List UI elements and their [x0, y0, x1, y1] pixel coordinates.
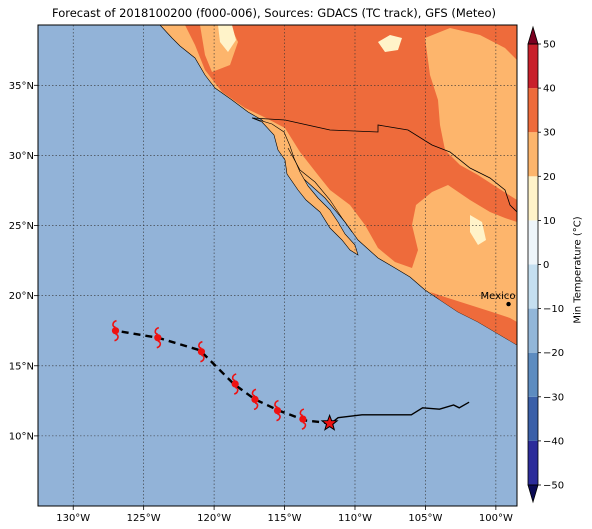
lon-tick-label: 130°W [56, 513, 90, 524]
colorbar-label-box: Min Temperature (°C) [573, 216, 584, 323]
longitude-ticks: 130°W 125°W 120°W 115°W 110°W 105°W 100°W [56, 506, 513, 524]
colorbar-tick-label: 20 [543, 172, 556, 183]
colorbar-band [528, 220, 538, 265]
land-baja-california [251, 117, 359, 256]
lat-tick-label: 30°N [9, 151, 34, 162]
colorbar-tick-label: 10 [543, 216, 556, 227]
lon-tick-label: 115°W [268, 513, 302, 524]
lat-tick-label: 10°N [9, 431, 34, 442]
temp-band-10-20 [218, 25, 236, 52]
lon-tick-label: 105°W [408, 513, 442, 524]
us-mexico-border [251, 117, 517, 213]
colorbar-band [528, 440, 538, 485]
city-marker [506, 301, 511, 307]
tropical-storm-icon [154, 326, 162, 349]
tropical-storm-icon [111, 319, 120, 342]
current-position-star [320, 413, 339, 431]
lat-tick-label: 25°N [9, 221, 34, 232]
lon-tick-label: 110°W [338, 513, 372, 524]
colorbar-tick-label: −30 [543, 392, 564, 403]
tropical-storm-icon [273, 399, 282, 422]
lat-tick-label: 20°N [9, 291, 34, 302]
colorbar-tick-label: 40 [543, 84, 556, 95]
colorbar-extend-max [527, 25, 539, 45]
map-frame [37, 24, 518, 507]
colorbar-tick-label: 50 [543, 40, 556, 51]
lat-tick-label: 15°N [9, 361, 34, 372]
colorbar-tick-label: −10 [543, 304, 564, 315]
colorbar-band [528, 44, 538, 89]
temp-band-10-20-sierra [470, 215, 486, 245]
latitude-ticks: 10°N 15°N 20°N 25°N 30°N 35°N [9, 81, 38, 442]
colorbar-band [528, 264, 538, 309]
city-label: Mexico Cit [481, 291, 533, 302]
colorbar-band [528, 176, 538, 221]
graticule [38, 25, 517, 506]
colorbar-band [528, 396, 538, 441]
colorbar-band [528, 132, 538, 177]
temp-band-20-30-plateau [440, 220, 517, 300]
lat-tick-label: 35°N [9, 81, 34, 92]
temp-band-20-30-highlands [425, 28, 517, 200]
storm-symbols [111, 319, 307, 430]
colorbar-tick-label: −50 [543, 481, 564, 492]
map-title: Forecast of 2018100200 (f000-006), Sourc… [52, 6, 496, 20]
tropical-storm-icon [251, 388, 259, 411]
tropical-storm-icon [299, 408, 307, 430]
colorbar-band [528, 88, 538, 133]
colorbar-extend-min [527, 484, 539, 504]
colorbar-band [528, 308, 538, 353]
tropical-storm-icon [231, 373, 239, 395]
observed-track-line [330, 401, 470, 424]
colorbar-tick-label: −20 [543, 348, 564, 359]
colorbar: −50 −40 −30 −20 −10 0 10 20 30 40 50 [527, 25, 564, 504]
lon-tick-label: 120°W [197, 513, 231, 524]
mainland-coast-inner [287, 147, 353, 233]
lon-tick-label: 125°W [127, 513, 161, 524]
colorbar-tick-label: 30 [543, 128, 556, 139]
lon-tick-label: 100°W [479, 513, 513, 524]
forecast-track-line [115, 329, 332, 425]
tropical-storm-icon [197, 340, 205, 363]
colorbar-band [528, 352, 538, 397]
temp-band-10-20-east [378, 35, 402, 52]
colorbar-label: Min Temperature (°C) [572, 216, 584, 324]
temp-band-30-40-south [430, 292, 517, 345]
colorbar-tick-label: −40 [543, 436, 564, 447]
colorbar-tick-label: 0 [543, 260, 549, 271]
